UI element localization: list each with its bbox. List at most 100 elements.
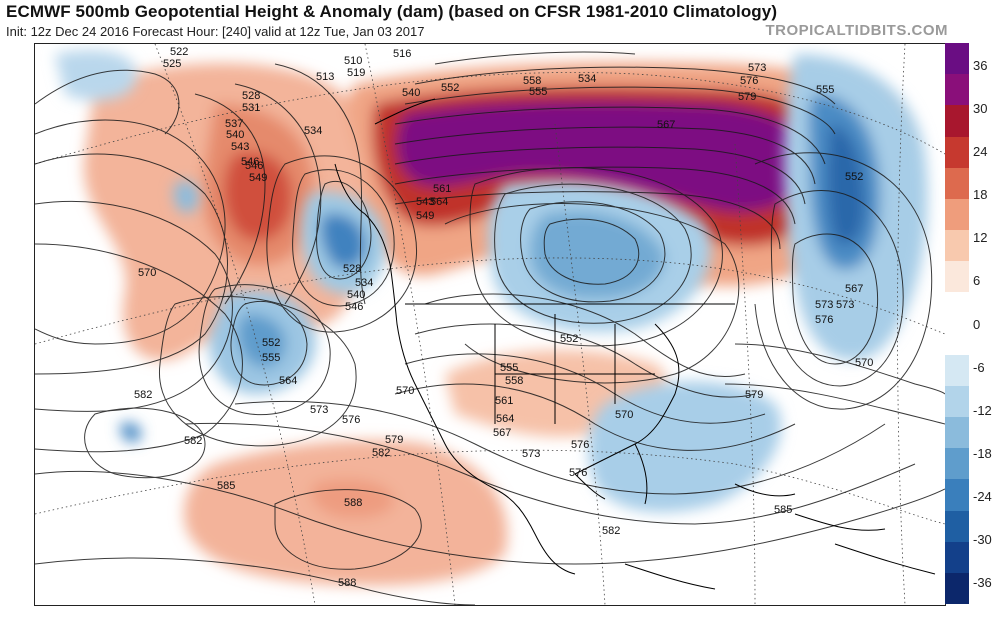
contour-label: 561 <box>433 183 451 195</box>
contour-label: 540 <box>226 129 244 141</box>
contour-label: 582 <box>184 435 202 447</box>
colorbar-swatch <box>945 354 969 387</box>
colorbar-swatch <box>945 541 969 574</box>
colorbar-swatch <box>945 136 969 169</box>
colorbar-swatch <box>945 105 969 137</box>
contour-label: 564 <box>279 375 297 387</box>
contour-label: 570 <box>855 357 873 369</box>
lat-lon-grid <box>35 44 945 605</box>
contour-label: 576 <box>571 439 589 451</box>
contour-label: 567 <box>493 427 511 439</box>
colorbar-swatch <box>945 385 969 418</box>
contour-label: 555 <box>262 352 280 364</box>
contour-label: 555 <box>816 84 834 96</box>
brand-watermark: TROPICALTIDBITS.COM <box>765 22 948 39</box>
contour-label: 582 <box>372 447 390 459</box>
colorbar-swatch <box>945 261 969 293</box>
contour-label: 534 <box>578 73 596 85</box>
colorbar-swatch <box>945 74 969 106</box>
contour-label: 534 <box>304 125 322 137</box>
contour-label: 528 <box>242 90 260 102</box>
colorbar-tick-label: -18 <box>973 445 992 461</box>
contour-label: 543 <box>231 141 249 153</box>
map-title: ECMWF 500mb Geopotential Height & Anomal… <box>6 2 778 21</box>
contour-label: 582 <box>602 525 620 537</box>
colorbar-tick-label: 12 <box>973 230 988 246</box>
contour-label: 537 <box>225 118 243 130</box>
contour-label: 549 <box>249 172 267 184</box>
contour-label: 576 <box>815 314 833 326</box>
colorbar-swatch <box>945 198 969 231</box>
contour-label: 573 <box>522 448 540 460</box>
colorbar-swatch <box>945 448 969 480</box>
contour-label: 546 <box>345 301 363 313</box>
contour-label: 555 <box>500 362 518 374</box>
contour-label: 552 <box>845 171 863 183</box>
contour-label: 516 <box>393 48 411 60</box>
colorbar-swatch <box>945 230 969 262</box>
colorbar-tick-label: 30 <box>973 101 988 117</box>
contour-label: 570 <box>138 267 156 279</box>
contour-label: 525 <box>163 58 181 70</box>
contour-label: 531 <box>242 102 260 114</box>
contour-label: 546 <box>241 156 259 168</box>
contour-label: 570 <box>615 409 633 421</box>
contour-label: 522 <box>170 46 188 58</box>
height-contours <box>35 51 945 605</box>
map-subtitle: Init: 12z Dec 24 2016 Forecast Hour: [24… <box>6 24 425 39</box>
contour-label: 549 <box>416 210 434 222</box>
contour-label: 552 <box>262 337 280 349</box>
contour-label: 555 <box>529 86 547 98</box>
contour-label: 564 <box>496 413 514 425</box>
colorbar-tick-label: -6 <box>973 359 985 375</box>
colorbar-swatch <box>945 323 969 356</box>
contour-label: 540 <box>347 289 365 301</box>
colorbar-tick-label: 0 <box>973 316 981 332</box>
colorbar-swatch <box>945 417 969 449</box>
contour-label: 543 <box>416 196 434 208</box>
contour-label: 510 <box>344 55 362 67</box>
colorbar-tick-label: 24 <box>973 144 988 160</box>
colorbar-swatch <box>945 292 969 324</box>
contour-label: 570 <box>396 385 414 397</box>
contour-label: 588 <box>344 497 362 509</box>
colorbar-swatch <box>945 510 969 543</box>
colorbar-swatch <box>945 167 969 200</box>
contour-label: 573 <box>836 299 854 311</box>
contour-label: 582 <box>134 389 152 401</box>
contour-label: 558 <box>505 375 523 387</box>
contour-label: 576 <box>569 467 587 479</box>
weather-map: 522 525 516 510 519 513 528 531 537 540 … <box>34 43 946 606</box>
colorbar-swatch <box>945 572 969 605</box>
contour-label: 528 <box>343 263 361 275</box>
map-canvas: 522 525 516 510 519 513 528 531 537 540 … <box>35 44 945 605</box>
contour-label: 540 <box>402 87 420 99</box>
contour-label: 573 <box>815 299 833 311</box>
contour-label: 564 <box>430 196 448 208</box>
colorbar-tick-label: -24 <box>973 488 992 504</box>
anomaly-colorbar <box>945 43 969 605</box>
contour-label: 513 <box>316 71 334 83</box>
contour-label: 588 <box>338 577 356 589</box>
contour-label: 519 <box>347 67 365 79</box>
contour-label: 546 <box>245 160 263 172</box>
contour-label: 573 <box>310 404 328 416</box>
contour-label: 552 <box>560 333 578 345</box>
colorbar-swatch <box>945 43 969 75</box>
coastlines <box>334 98 936 590</box>
contour-label: 558 <box>523 75 541 87</box>
contour-label: 567 <box>657 119 675 131</box>
contour-label: 573 <box>748 62 766 74</box>
contour-label: 579 <box>745 389 763 401</box>
contour-label: 579 <box>738 91 756 103</box>
contour-label: 567 <box>845 283 863 295</box>
contour-label: 561 <box>495 395 513 407</box>
colorbar-tick-label: -12 <box>973 402 992 418</box>
contour-label: 552 <box>441 82 459 94</box>
contour-label: 576 <box>342 414 360 426</box>
contour-label: 585 <box>217 480 235 492</box>
contour-label: 579 <box>385 434 403 446</box>
contour-labels: 522 525 516 510 519 513 528 531 537 540 … <box>134 46 873 589</box>
contour-label: 576 <box>740 75 758 87</box>
contour-label: 534 <box>355 277 373 289</box>
